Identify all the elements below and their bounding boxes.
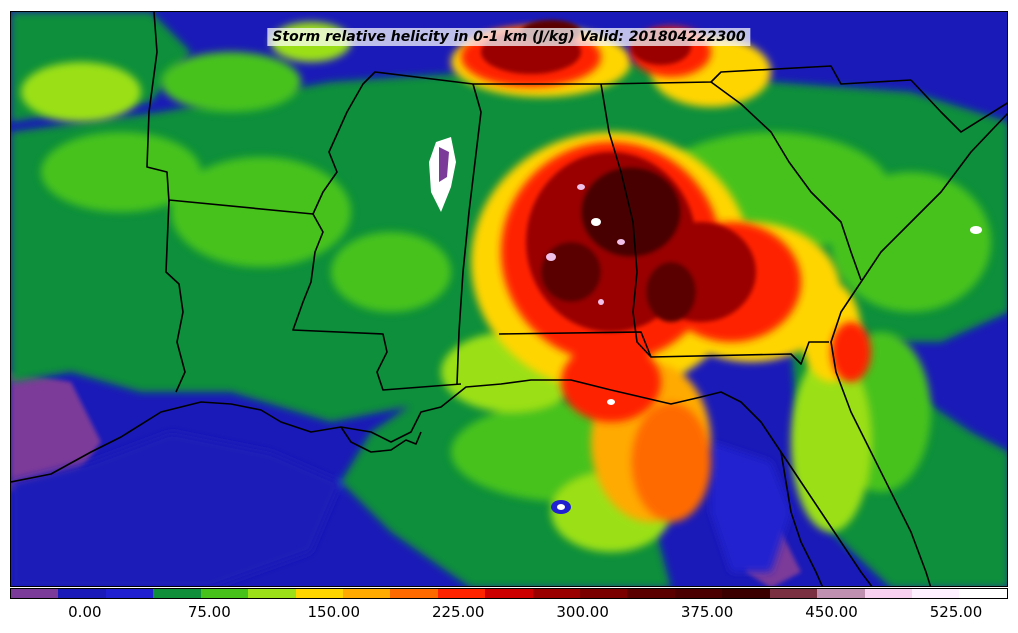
colorbar-tick-label: 525.00 [929, 603, 983, 621]
colorbar-segment [58, 589, 106, 598]
mississippi-alabama-border [456, 83, 482, 385]
arkansas-louisiana-border [165, 199, 186, 393]
carolinas-border [910, 79, 1007, 133]
texas-oklahoma-border [146, 12, 170, 203]
colorbar-segment [105, 589, 154, 598]
colorbar-segment [864, 589, 913, 598]
florida-west-coast [780, 451, 823, 586]
colorbar-segment [295, 589, 343, 598]
colorbar-tick-label: 300.00 [556, 603, 609, 621]
field-dark-red [481, 20, 756, 332]
colorbar-segment [532, 589, 581, 598]
colorbar-segment [200, 589, 249, 598]
georgia-carolina-border [710, 81, 862, 281]
colorbar-segment [153, 589, 201, 598]
colorbar [10, 588, 1008, 599]
boundaries [11, 12, 1007, 586]
atlantic-coast [830, 112, 1007, 586]
colorbar-tick-label: 150.00 [307, 603, 361, 621]
colorbar-segment [817, 589, 865, 598]
helicity-map [11, 12, 1007, 586]
arkansas-border [168, 71, 474, 215]
colorbar-segment [248, 589, 296, 598]
colorbar-segment [912, 589, 960, 598]
map-panel: Storm relative helicity in 0-1 km (J/kg)… [10, 11, 1008, 587]
colorbar-segment [342, 589, 391, 598]
colorbar-tick-label: 225.00 [431, 603, 485, 621]
colorbar-segment [390, 589, 438, 598]
alabama-georgia-border [600, 83, 652, 358]
louisiana-mississippi-border [292, 213, 462, 391]
field-maxima [429, 137, 982, 514]
georgia-florida-border [498, 331, 829, 365]
colorbar-tick-label: 450.00 [805, 603, 858, 621]
colorbar-segment [722, 589, 770, 598]
colorbar-tick-label: 75.00 [187, 603, 231, 621]
colorbar-segment [674, 589, 723, 598]
colorbar-tick-label: 0.00 [68, 603, 102, 621]
louisiana-delta [340, 426, 422, 453]
colorbar-segment [437, 589, 486, 598]
colorbar-segment [11, 589, 59, 598]
colorbar-tick-label: 375.00 [680, 603, 734, 621]
colorbar-segment [769, 589, 818, 598]
map-title: Storm relative helicity in 0-1 km (J/kg)… [267, 28, 751, 46]
colorbar-segment [485, 589, 533, 598]
colorbar-segment [959, 589, 1007, 598]
colorbar-segment [580, 589, 628, 598]
colorbar-segment [627, 589, 675, 598]
colorbar-ticks: 0.00 75.00 150.00 225.00 300.00 375.00 450.00 5… [10, 603, 1008, 623]
gulf-coast [11, 379, 873, 586]
